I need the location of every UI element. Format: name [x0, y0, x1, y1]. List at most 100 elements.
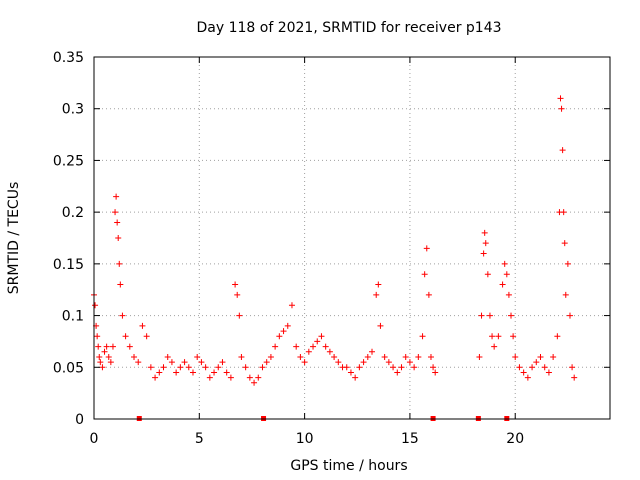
data-point — [246, 374, 253, 381]
data-point — [352, 374, 359, 381]
data-point — [419, 333, 426, 340]
data-point — [508, 312, 515, 319]
data-point — [242, 364, 249, 371]
data-point — [569, 364, 576, 371]
y-tick-label: 0.2 — [62, 205, 84, 221]
data-point — [478, 312, 485, 319]
data-point — [95, 343, 102, 350]
data-point — [103, 343, 110, 350]
data-point — [234, 291, 241, 298]
data-point — [305, 348, 312, 355]
data-point — [272, 343, 279, 350]
data-point — [476, 353, 483, 360]
data-point — [318, 333, 325, 340]
data-point — [215, 364, 222, 371]
data-point — [122, 333, 129, 340]
data-point — [288, 302, 295, 309]
y-tick-label: 0.25 — [53, 153, 84, 169]
data-point — [236, 312, 243, 319]
data-point — [415, 353, 422, 360]
data-point — [263, 359, 270, 366]
data-point — [432, 369, 439, 376]
data-point — [181, 359, 188, 366]
data-point — [561, 240, 568, 247]
data-point — [373, 291, 380, 298]
data-point — [297, 353, 304, 360]
data-point — [545, 369, 552, 376]
data-point — [394, 369, 401, 376]
data-point — [310, 343, 317, 350]
data-point — [398, 364, 405, 371]
data-point — [114, 219, 121, 226]
x-tick-label: 20 — [506, 431, 524, 447]
data-point — [491, 343, 498, 350]
data-point — [375, 281, 382, 288]
y-tick-label: 0.1 — [62, 309, 84, 325]
data-point — [101, 348, 108, 355]
data-point — [97, 359, 104, 366]
data-point — [322, 343, 329, 350]
y-tick-label: 0.35 — [53, 50, 84, 66]
data-point — [113, 193, 120, 200]
y-tick-label: 0.05 — [53, 360, 84, 376]
data-point — [189, 369, 196, 376]
data-point — [326, 348, 333, 355]
data-point — [430, 364, 437, 371]
data-point — [512, 353, 519, 360]
data-point — [259, 364, 266, 371]
chart-title: Day 118 of 2021, SRMTID for receiver p14… — [196, 20, 501, 36]
data-point — [343, 364, 350, 371]
data-point — [390, 364, 397, 371]
data-point — [427, 353, 434, 360]
data-point — [510, 333, 517, 340]
data-point — [505, 291, 512, 298]
data-point — [554, 333, 561, 340]
data-point — [194, 353, 201, 360]
data-point — [206, 374, 213, 381]
data-point — [406, 359, 413, 366]
data-point — [335, 359, 342, 366]
data-point — [152, 374, 159, 381]
data-point — [356, 364, 363, 371]
data-point — [293, 343, 300, 350]
data-point — [495, 333, 502, 340]
data-point — [516, 364, 523, 371]
data-point — [402, 353, 409, 360]
data-point — [276, 333, 283, 340]
data-point — [529, 364, 536, 371]
data-point — [267, 353, 274, 360]
data-point — [486, 312, 493, 319]
data-point — [564, 260, 571, 267]
data-point — [112, 209, 119, 216]
data-point — [185, 364, 192, 371]
y-axis-label: SRMTID / TECUs — [6, 182, 22, 295]
data-point — [482, 240, 489, 247]
data-point — [164, 353, 171, 360]
data-point — [489, 333, 496, 340]
y-tick-label: 0.15 — [53, 257, 84, 273]
data-point — [232, 281, 239, 288]
data-point — [557, 95, 564, 102]
data-point — [411, 364, 418, 371]
data-point — [227, 374, 234, 381]
data-point — [160, 364, 167, 371]
data-point — [550, 353, 557, 360]
data-point — [126, 343, 133, 350]
data-point — [501, 260, 508, 267]
plot-frame — [93, 56, 611, 420]
data-point — [571, 374, 578, 381]
data-point — [423, 245, 430, 252]
data-point — [177, 364, 184, 371]
data-point — [331, 353, 338, 360]
data-point — [524, 374, 531, 381]
data-point — [139, 322, 146, 329]
y-tick-label: 0 — [75, 412, 84, 428]
data-point — [117, 281, 124, 288]
data-point — [381, 353, 388, 360]
data-point — [484, 271, 491, 278]
data-point — [198, 359, 205, 366]
data-point — [109, 343, 116, 350]
data-point — [558, 105, 565, 112]
data-point — [105, 353, 112, 360]
